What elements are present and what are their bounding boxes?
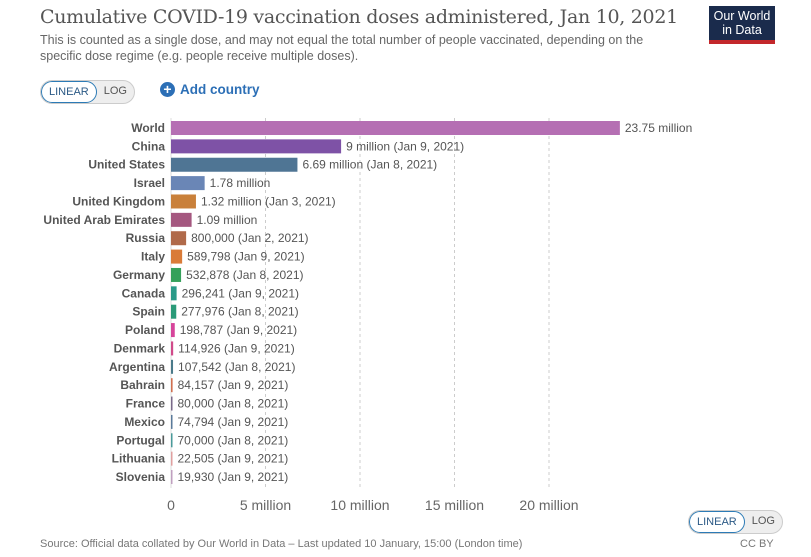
bar-category-label: Argentina — [109, 360, 165, 374]
bar-category-label: Germany — [113, 268, 165, 282]
x-tick-label: 20 million — [519, 497, 578, 513]
bar — [171, 414, 173, 429]
source-note: Source: Official data collated by Our Wo… — [40, 538, 523, 550]
bar-value-label: 589,798 (Jan 9, 2021) — [187, 250, 304, 264]
bar-category-label: Canada — [122, 286, 166, 300]
bar-value-label: 198,787 (Jan 9, 2021) — [180, 323, 297, 337]
x-tick-label: 15 million — [425, 497, 484, 513]
bar — [171, 304, 177, 319]
bar-category-label: United States — [88, 158, 165, 172]
bar — [171, 176, 205, 191]
bar-value-label: 800,000 (Jan 2, 2021) — [191, 231, 308, 245]
bar-value-label: 114,926 (Jan 9, 2021) — [178, 341, 295, 355]
bar-value-label: 6.69 million (Jan 8, 2021) — [302, 158, 437, 172]
bar — [171, 341, 174, 356]
x-tick-label: 5 million — [240, 497, 291, 513]
bar-value-label: 74,794 (Jan 9, 2021) — [178, 415, 289, 429]
bar-category-label: Russia — [126, 231, 166, 245]
bar-category-label: Bahrain — [120, 378, 165, 392]
bar — [171, 249, 183, 264]
chart-title: Cumulative COVID-19 vaccination doses ad… — [40, 6, 678, 28]
bar — [171, 139, 342, 154]
linear-button-bottom[interactable]: LINEAR — [689, 511, 745, 533]
bar-value-label: 1.32 million (Jan 3, 2021) — [201, 194, 336, 208]
bar-category-label: Mexico — [124, 415, 165, 429]
bar — [171, 396, 173, 411]
bar-category-label: Lithuania — [112, 452, 166, 466]
bar — [171, 433, 173, 448]
bar — [171, 212, 192, 227]
bar-value-label: 19,930 (Jan 9, 2021) — [178, 470, 289, 484]
bar — [171, 231, 187, 246]
bar-category-label: China — [132, 139, 166, 153]
bar-value-label: 296,241 (Jan 9, 2021) — [182, 286, 299, 300]
chart-subtitle: This is counted as a single dose, and ma… — [40, 33, 644, 63]
x-tick-label: 0 — [167, 497, 175, 513]
bar-value-label: 22,505 (Jan 9, 2021) — [178, 452, 289, 466]
log-button[interactable]: LOG — [103, 85, 127, 97]
scale-toggle-bottom: LINEAR LOG — [688, 510, 783, 534]
linear-button[interactable]: LINEAR — [41, 81, 97, 103]
bar — [171, 451, 173, 466]
bar-category-label: Israel — [134, 176, 165, 190]
bar-value-label: 23.75 million — [625, 121, 692, 135]
owid-logo[interactable]: Our World in Data — [709, 6, 775, 44]
bar-value-label: 70,000 (Jan 8, 2021) — [178, 433, 289, 447]
bar-value-label: 9 million (Jan 9, 2021) — [346, 139, 464, 153]
bar — [171, 323, 175, 338]
bar-category-label: United Arab Emirates — [43, 213, 165, 227]
bar-category-label: France — [126, 397, 166, 411]
add-country-button[interactable]: + Add country — [160, 82, 260, 97]
bar — [171, 194, 196, 209]
bar-value-label: 532,878 (Jan 8, 2021) — [186, 268, 303, 282]
bar-value-label: 1.09 million — [197, 213, 258, 227]
x-tick-label: 10 million — [330, 497, 389, 513]
log-button-bottom[interactable]: LOG — [751, 515, 775, 527]
bar-value-label: 80,000 (Jan 8, 2021) — [178, 397, 289, 411]
bar — [171, 286, 177, 301]
bar-value-label: 84,157 (Jan 9, 2021) — [178, 378, 289, 392]
bar-value-label: 277,976 (Jan 8, 2021) — [181, 305, 298, 319]
bar-category-label: Italy — [141, 250, 165, 264]
bar-category-label: World — [131, 121, 165, 135]
bar-category-label: Denmark — [114, 341, 166, 355]
bar — [171, 378, 173, 393]
bar — [171, 157, 298, 172]
bar-value-label: 107,542 (Jan 8, 2021) — [178, 360, 295, 374]
plus-icon: + — [160, 82, 175, 97]
bar-category-label: Portugal — [116, 433, 165, 447]
bar-value-label: 1.78 million — [210, 176, 271, 190]
license-link[interactable]: CC BY — [740, 538, 774, 550]
bar — [171, 121, 620, 135]
bar-category-label: Spain — [132, 305, 165, 319]
bar — [171, 359, 174, 374]
bar-category-label: Poland — [125, 323, 165, 337]
scale-toggle-top: LINEAR LOG — [40, 80, 135, 104]
bar — [171, 267, 182, 282]
bar — [171, 470, 173, 485]
bar-category-label: United Kingdom — [72, 194, 165, 208]
bar-category-label: Slovenia — [116, 470, 166, 484]
